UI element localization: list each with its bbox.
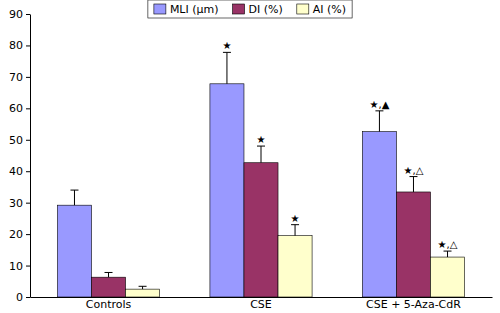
significance-label: ★,△ bbox=[404, 165, 424, 176]
error-stem bbox=[379, 111, 380, 132]
error-bar bbox=[257, 146, 265, 163]
x-tick-label: CSE + 5-Aza-CdR bbox=[366, 298, 461, 311]
y-tick-mark bbox=[26, 14, 30, 15]
legend-item: AI (%) bbox=[297, 3, 346, 16]
y-tick-label: 50 bbox=[9, 134, 23, 147]
error-bar bbox=[375, 111, 383, 132]
error-bar bbox=[139, 286, 147, 289]
error-cap bbox=[409, 176, 417, 177]
y-tick: 40 bbox=[9, 165, 30, 178]
y-tick-label: 20 bbox=[9, 228, 23, 241]
bar bbox=[57, 205, 91, 297]
y-tick-mark bbox=[26, 297, 30, 298]
plot-area bbox=[57, 52, 464, 297]
error-bar bbox=[223, 52, 231, 83]
significance-label: ★,▲ bbox=[370, 99, 390, 110]
error-cap bbox=[375, 110, 383, 111]
error-stem bbox=[74, 190, 75, 205]
error-stem bbox=[447, 251, 448, 257]
error-cap bbox=[139, 286, 147, 287]
y-axis: 0 10 20 30 40 50 60 70 80 90 bbox=[9, 8, 31, 304]
error-bar bbox=[105, 272, 113, 277]
y-tick-label: 80 bbox=[9, 39, 23, 52]
x-tick: CSE + 5-Aza-CdR bbox=[366, 298, 461, 311]
error-cap bbox=[444, 251, 452, 252]
significance-label: ★ bbox=[291, 213, 300, 224]
y-tick-label: 40 bbox=[9, 165, 23, 178]
error-stem bbox=[261, 146, 262, 163]
y-tick-mark bbox=[26, 140, 30, 141]
y-tick: 30 bbox=[9, 197, 30, 210]
y-tick-mark bbox=[26, 45, 30, 46]
legend-swatch bbox=[233, 4, 245, 14]
y-tick-label: 70 bbox=[9, 71, 23, 84]
error-bar bbox=[70, 190, 78, 205]
x-tick-label: CSE bbox=[250, 298, 272, 311]
y-tick: 50 bbox=[9, 134, 30, 147]
y-tick-label: 10 bbox=[9, 260, 23, 273]
error-cap bbox=[291, 224, 299, 225]
y-tick-mark bbox=[26, 77, 30, 78]
error-bar bbox=[444, 251, 452, 257]
chart: ★★,▲★★,△★★,△0102030405060708090ControlsC… bbox=[0, 0, 500, 313]
y-tick: 80 bbox=[9, 39, 30, 52]
y-tick-mark bbox=[26, 171, 30, 172]
error-stem bbox=[413, 177, 414, 192]
bar bbox=[278, 236, 312, 297]
error-stem bbox=[226, 52, 227, 83]
legend-item: MLI (μm) bbox=[154, 3, 219, 16]
x-axis: Controls CSE CSE + 5-Aza-CdR bbox=[31, 298, 493, 311]
legend-swatch bbox=[154, 4, 166, 14]
legend-label: MLI (μm) bbox=[170, 3, 219, 16]
error-cap bbox=[223, 52, 231, 53]
error-stem bbox=[295, 225, 296, 236]
annotations: ★ ★,▲ ★ ★,△ ★ ★,△ bbox=[222, 40, 457, 250]
error-cap bbox=[257, 146, 265, 147]
x-tick-label: Controls bbox=[86, 298, 132, 311]
legend-swatch bbox=[297, 4, 309, 14]
y-tick-mark bbox=[26, 266, 30, 267]
y-tick-label: 60 bbox=[9, 102, 23, 115]
legend-box bbox=[148, 0, 352, 18]
y-tick: 20 bbox=[9, 228, 30, 241]
y-tick-mark bbox=[26, 108, 30, 109]
error-cap bbox=[105, 272, 113, 273]
error-cap bbox=[70, 190, 78, 191]
y-tick: 70 bbox=[9, 71, 30, 84]
series bbox=[91, 146, 430, 297]
legend-label: AI (%) bbox=[313, 3, 346, 16]
bar bbox=[210, 84, 244, 297]
error-stem bbox=[108, 272, 109, 277]
y-tick: 0 bbox=[16, 291, 30, 304]
bar bbox=[244, 163, 278, 297]
error-bar bbox=[409, 177, 417, 192]
significance-label: ★ bbox=[257, 134, 266, 145]
y-tick: 10 bbox=[9, 260, 30, 273]
legend-item: DI (%) bbox=[233, 3, 283, 16]
bar bbox=[396, 192, 430, 297]
significance-label: ★ bbox=[222, 40, 231, 51]
series bbox=[126, 225, 465, 297]
y-tick-mark bbox=[26, 203, 30, 204]
bar bbox=[91, 277, 125, 297]
series bbox=[57, 52, 396, 297]
y-tick-mark bbox=[26, 234, 30, 235]
bar bbox=[362, 132, 396, 297]
legend-label: DI (%) bbox=[249, 3, 283, 16]
y-tick-label: 90 bbox=[9, 8, 23, 21]
legend: MLI (μm) DI (%) AI (%) bbox=[148, 0, 352, 18]
y-tick: 60 bbox=[9, 102, 30, 115]
x-tick: Controls bbox=[86, 298, 132, 311]
y-axis-line bbox=[30, 15, 31, 298]
y-tick-label: 0 bbox=[16, 291, 23, 304]
y-tick: 90 bbox=[9, 8, 30, 21]
bar bbox=[431, 257, 465, 297]
bar bbox=[126, 289, 160, 297]
x-tick: CSE bbox=[250, 298, 272, 311]
error-bar bbox=[291, 225, 299, 236]
y-tick-label: 30 bbox=[9, 197, 23, 210]
significance-label: ★,△ bbox=[438, 239, 458, 250]
